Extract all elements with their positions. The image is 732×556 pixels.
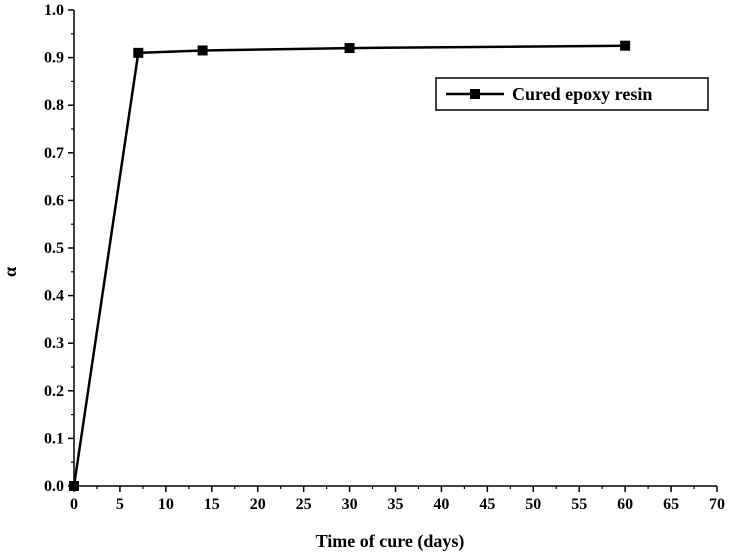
- y-tick-label: 0.0: [44, 478, 64, 495]
- x-tick-label: 15: [204, 496, 220, 513]
- y-tick-label: 0.8: [44, 97, 64, 114]
- x-tick-label: 55: [571, 496, 587, 513]
- data-point: [197, 45, 208, 56]
- ticks: 0.0 0.1 0.2 0.3 0.4 0.5 0.6 0.7 0.8 0.9 1.0 0 5 10 15 2…: [44, 2, 725, 513]
- x-tick-label: 65: [663, 496, 679, 513]
- x-tick-label: 10: [158, 496, 174, 513]
- x-tick-label: 30: [342, 496, 358, 513]
- y-tick-label: 0.7: [44, 145, 64, 162]
- x-tick-label: 0: [70, 496, 78, 513]
- x-tick-label: 50: [525, 496, 541, 513]
- series-line: [72, 44, 626, 487]
- x-tick-label: 70: [709, 496, 725, 513]
- x-tick-label: 5: [116, 496, 124, 513]
- y-tick-label: 0.6: [44, 192, 64, 209]
- x-tick-label: 25: [296, 496, 312, 513]
- x-tick-label: 40: [433, 496, 449, 513]
- legend: Cured epoxy resin: [435, 77, 709, 111]
- y-tick-label: 0.1: [44, 430, 64, 447]
- x-tick-label: 20: [250, 496, 266, 513]
- y-tick-label: 0.3: [44, 335, 64, 352]
- y-tick-label: 1.0: [44, 2, 64, 19]
- data-point: [69, 481, 79, 491]
- legend-label: Cured epoxy resin: [512, 84, 652, 104]
- data-point: [344, 43, 355, 54]
- y-tick-label: 0.2: [44, 383, 64, 400]
- data-point: [620, 40, 631, 51]
- x-axis-label: Time of cure (days): [316, 531, 465, 552]
- y-tick-label: 0.4: [44, 288, 64, 305]
- x-tick-label: 45: [479, 496, 495, 513]
- y-tick-label: 0.5: [44, 240, 64, 257]
- y-axis-label: α: [0, 267, 20, 277]
- legend-marker: [470, 89, 480, 99]
- x-tick-label: 60: [617, 496, 633, 513]
- y-tick-label: 0.9: [44, 50, 64, 67]
- series-layer: [69, 40, 631, 491]
- x-tick-label: 35: [388, 496, 404, 513]
- data-point: [133, 47, 144, 58]
